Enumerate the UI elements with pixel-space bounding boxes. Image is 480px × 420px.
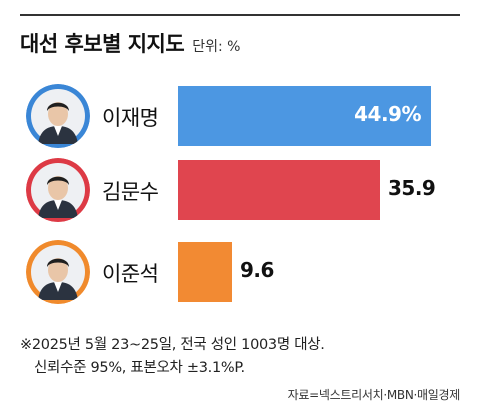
chart-title: 대선 후보별 지지도 xyxy=(20,32,185,56)
support-value-label: 9.6 xyxy=(240,258,274,282)
title-row: 대선 후보별 지지도 단위: % xyxy=(20,28,240,58)
source-credit: 자료=넥스트리서치·MBN·매일경제 xyxy=(287,388,461,402)
candidate-row: 김문수 35.9 xyxy=(20,158,460,228)
top-rule xyxy=(20,14,460,16)
support-bar xyxy=(178,160,380,220)
support-bar xyxy=(178,86,431,146)
note-line-2: 신뢰수준 95%, 표본오차 ±3.1%P. xyxy=(34,360,245,376)
candidate-photo xyxy=(26,158,90,222)
candidate-photo xyxy=(26,240,90,304)
candidate-row: 이준석 9.6 xyxy=(20,240,460,310)
candidate-photo xyxy=(26,84,90,148)
candidate-name: 이재명 xyxy=(102,106,159,130)
candidate-row: 이재명 44.9% xyxy=(20,84,460,154)
survey-note: ※2025년 5월 23~25일, 전국 성인 1003명 대상. 신뢰수준 9… xyxy=(20,334,325,380)
support-bar xyxy=(178,242,232,302)
candidate-name: 이준석 xyxy=(102,262,159,286)
unit-label: 단위: % xyxy=(192,39,241,55)
support-value-label: 44.9% xyxy=(354,102,421,126)
support-value-label: 35.9 xyxy=(388,176,436,200)
note-line-1: ※2025년 5월 23~25일, 전국 성인 1003명 대상. xyxy=(20,337,325,353)
candidate-name: 김문수 xyxy=(102,180,159,204)
